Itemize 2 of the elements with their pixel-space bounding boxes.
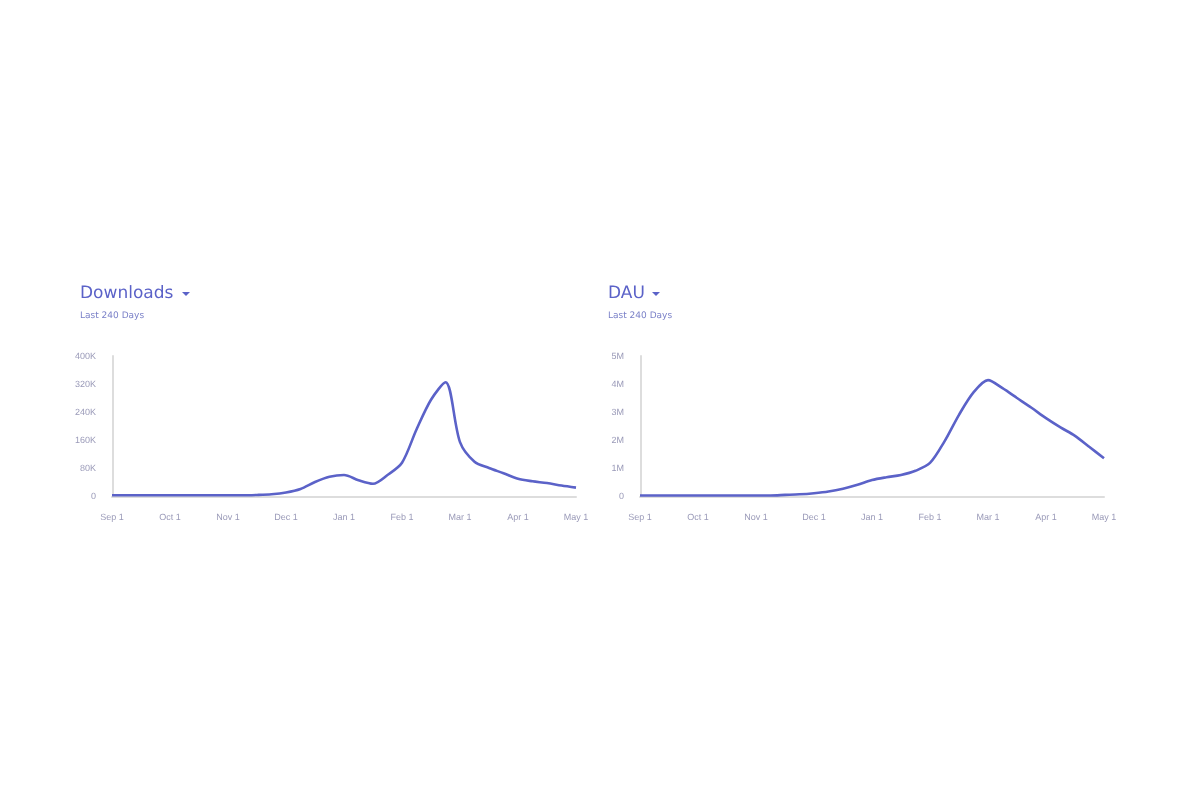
- chart-title: Downloads: [80, 284, 174, 304]
- chart-title: DAU: [608, 284, 645, 304]
